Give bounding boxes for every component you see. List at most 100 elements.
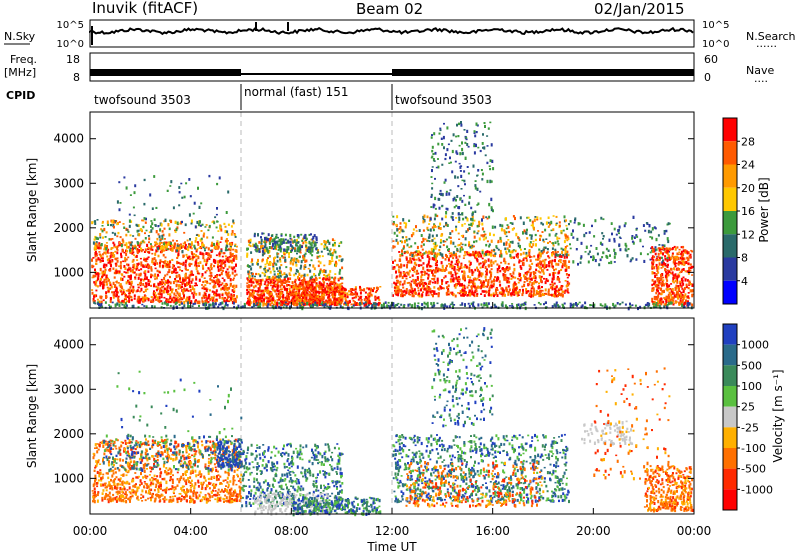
- data-cell: [166, 264, 169, 268]
- data-cell: [425, 287, 428, 291]
- data-cell: [307, 299, 310, 303]
- data-cell: [557, 243, 560, 246]
- data-cell: [118, 300, 121, 304]
- data-cell: [234, 249, 237, 252]
- data-cell: [402, 286, 405, 289]
- data-cell: [164, 245, 167, 249]
- data-cell: [210, 245, 213, 247]
- data-cell: [317, 290, 320, 294]
- data-cell: [430, 206, 433, 208]
- data-cell: [541, 286, 543, 289]
- data-cell: [413, 280, 416, 285]
- data-cell: [639, 252, 642, 256]
- data-cell: [273, 273, 276, 276]
- data-cell: [154, 267, 157, 270]
- data-cell: [444, 275, 447, 278]
- data-cell: [299, 252, 302, 254]
- data-cell: [296, 298, 298, 300]
- data-cell: [212, 286, 215, 288]
- data-cell: [201, 244, 204, 248]
- data-cell: [154, 224, 157, 227]
- data-cell: [540, 221, 543, 225]
- data-cell: [497, 248, 500, 251]
- data-cell: [232, 222, 235, 225]
- data-cell: [484, 251, 487, 254]
- noise-right-tick-bottom: 10^0: [702, 39, 729, 50]
- data-cell: [291, 249, 293, 252]
- data-cell: [476, 292, 479, 295]
- data-cell: [429, 228, 432, 232]
- data-cell: [574, 217, 577, 221]
- data-cell: [329, 283, 332, 286]
- data-cell: [117, 297, 120, 301]
- data-cell: [560, 247, 563, 250]
- data-cell: [308, 290, 311, 293]
- data-cell: [551, 253, 554, 257]
- data-cell: [480, 234, 483, 237]
- data-cell: [285, 249, 288, 251]
- data-cell: [436, 281, 439, 285]
- data-cell: [500, 228, 503, 232]
- data-cell: [655, 248, 658, 251]
- data-cell: [507, 285, 510, 288]
- data-cell: [436, 214, 439, 218]
- data-cell: [440, 137, 443, 140]
- data-cell: [493, 278, 496, 281]
- data-cell: [260, 238, 263, 243]
- data-cell: [209, 298, 212, 302]
- data-cell: [199, 220, 201, 224]
- data-cell: [514, 290, 517, 295]
- data-cell: [107, 261, 110, 264]
- data-cell: [163, 260, 166, 264]
- data-cell: [464, 135, 467, 138]
- data-cell: [532, 287, 535, 290]
- data-cell: [503, 277, 506, 281]
- freq-band: [90, 69, 241, 76]
- data-cell: [400, 263, 402, 266]
- data-cell: [546, 248, 549, 251]
- data-cell: [279, 284, 282, 288]
- data-cell: [168, 233, 171, 237]
- data-cell: [499, 223, 502, 227]
- data-cell: [223, 279, 226, 282]
- data-cell: [156, 296, 159, 300]
- data-cell: [298, 291, 300, 295]
- data-cell: [320, 295, 323, 299]
- data-cell: [153, 290, 155, 293]
- data-cell: [530, 224, 533, 227]
- data-cell: [282, 297, 285, 300]
- data-cell: [507, 262, 510, 265]
- data-cell: [157, 254, 160, 258]
- data-cell: [452, 293, 455, 296]
- data-cell: [117, 270, 120, 273]
- data-cell: [394, 259, 397, 262]
- data-cell: [486, 268, 488, 271]
- data-cell: [150, 225, 152, 228]
- data-cell: [476, 266, 478, 269]
- data-cell: [190, 251, 193, 254]
- data-cell: [211, 221, 214, 223]
- data-cell: [224, 260, 227, 264]
- data-cell: [546, 279, 549, 283]
- data-cell: [294, 280, 297, 283]
- data-cell: [227, 274, 230, 277]
- data-cell: [393, 286, 396, 288]
- data-cell: [319, 303, 321, 306]
- data-cell: [554, 241, 557, 244]
- data-cell: [297, 246, 300, 250]
- data-cell: [108, 281, 111, 285]
- data-cell: [539, 260, 542, 264]
- data-cell: [535, 289, 538, 293]
- data-cell: [204, 280, 207, 283]
- data-cell: [143, 285, 146, 288]
- data-cell: [421, 293, 424, 297]
- data-cell: [279, 260, 282, 263]
- data-cell: [276, 295, 279, 298]
- data-cell: [336, 301, 339, 304]
- data-cell: [474, 268, 477, 272]
- data-cell: [160, 242, 163, 244]
- data-cell: [92, 298, 95, 302]
- data-cell: [207, 267, 210, 270]
- data-cell: [111, 247, 114, 249]
- data-cell: [476, 232, 479, 235]
